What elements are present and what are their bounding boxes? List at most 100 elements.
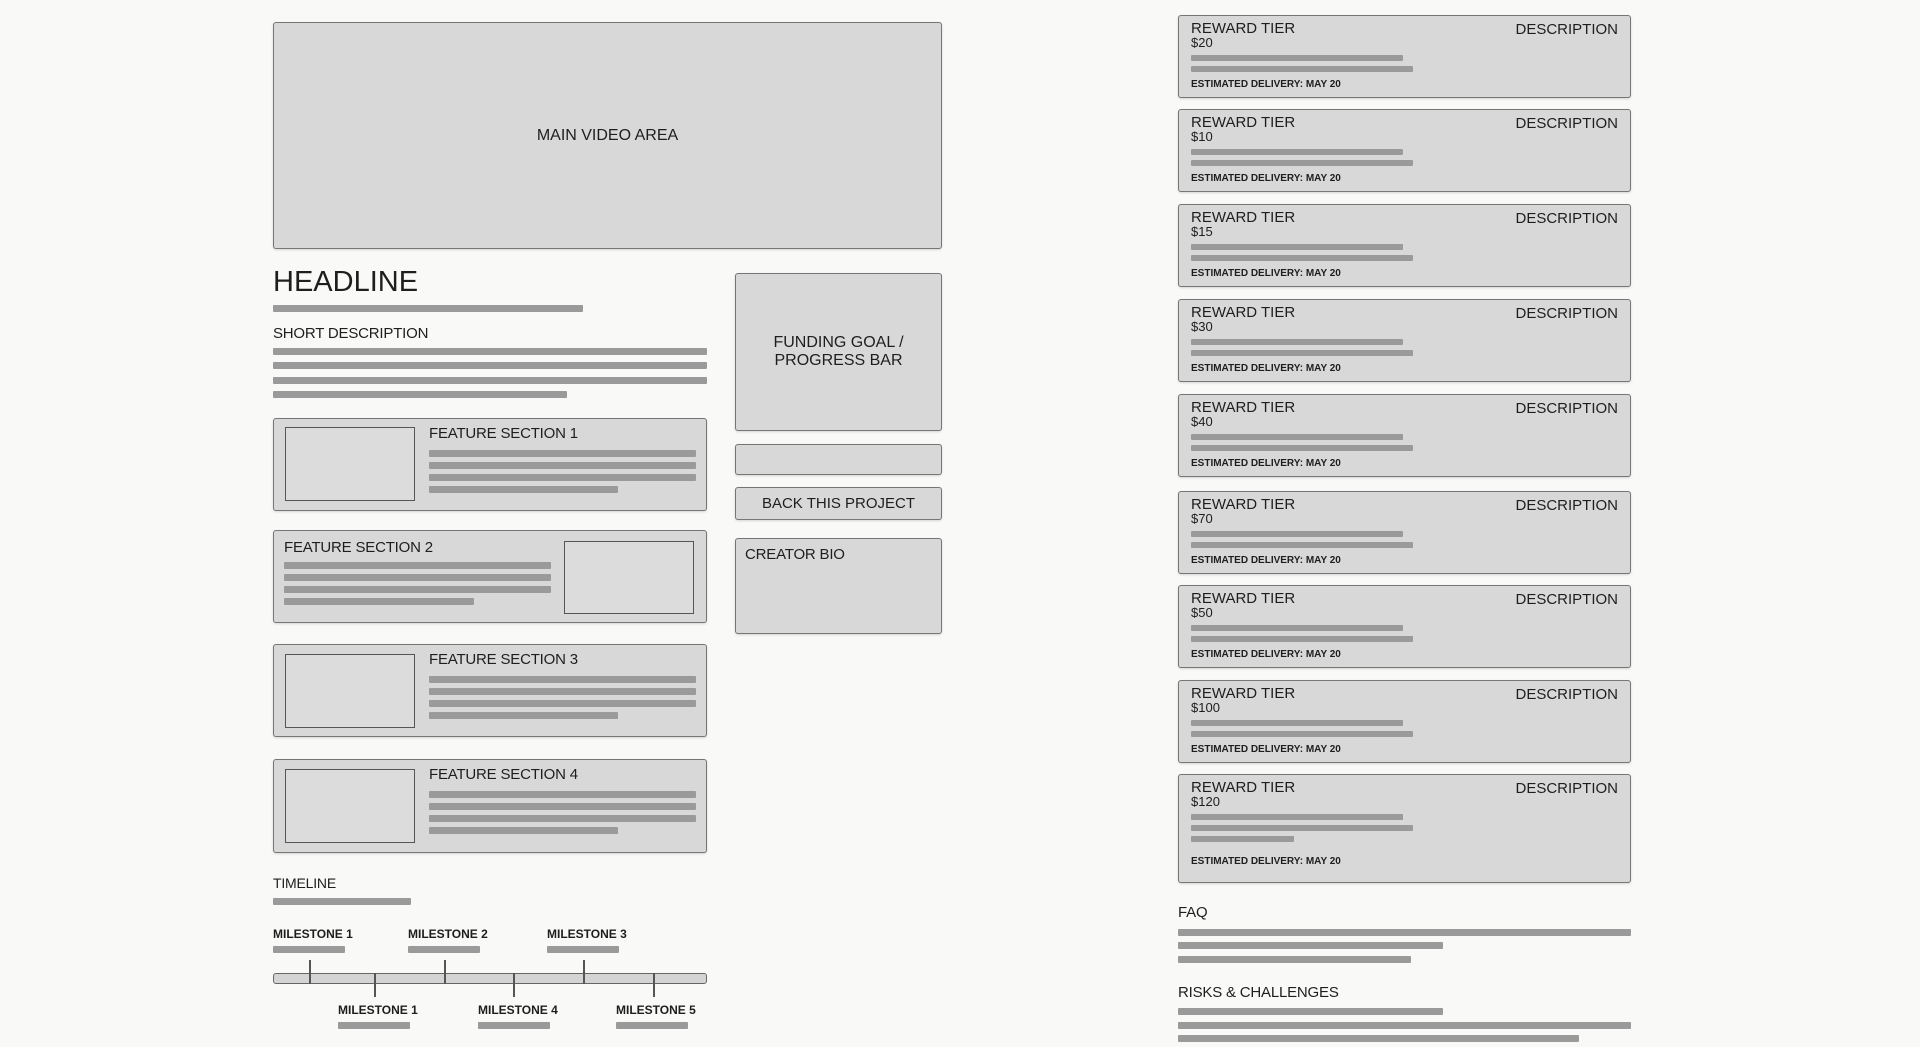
milestone-bar [616, 1022, 688, 1029]
creator-bio-label: CREATOR BIO [745, 546, 845, 563]
page-title: HEADLINE [273, 266, 419, 298]
text-line [429, 791, 696, 798]
faq-title: FAQ [1178, 904, 1208, 921]
reward-tier-card[interactable]: REWARD TIER $40 DESCRIPTION ESTIMATED DELIV… [1178, 394, 1631, 477]
milestone-label: MILESTONE 1 [273, 927, 353, 941]
text-line [1191, 434, 1403, 440]
main-video-area[interactable]: MAIN VIDEO AREA [273, 22, 942, 249]
text-line [273, 348, 707, 355]
milestone-tick [583, 960, 585, 984]
text-line [429, 712, 618, 719]
text-line [1191, 339, 1403, 345]
creator-bio: CREATOR BIO [735, 538, 942, 634]
timeline-title: TIMELINE [273, 875, 336, 891]
text-line [1178, 942, 1443, 949]
feature-image-placeholder [285, 654, 415, 728]
headline-bar [273, 305, 583, 312]
reward-tier-delivery: ESTIMATED DELIVERY: MAY 20 [1191, 458, 1341, 469]
milestone-tick [374, 973, 376, 997]
feature-title: FEATURE SECTION 3 [429, 651, 578, 668]
text-line [1191, 531, 1403, 537]
text-line [1178, 1022, 1631, 1029]
feature-section-4: FEATURE SECTION 4 [273, 759, 707, 853]
reward-tier-card[interactable]: REWARD TIER $20 DESCRIPTION ESTIMATED DELIV… [1178, 15, 1631, 98]
reward-tier-card[interactable]: REWARD TIER $50 DESCRIPTION ESTIMATED DELIV… [1178, 585, 1631, 668]
text-line [1191, 244, 1403, 250]
reward-tier-title: REWARD TIER [1191, 590, 1296, 607]
reward-tier-card[interactable]: REWARD TIER $100 DESCRIPTION ESTIMATED DELI… [1178, 680, 1631, 763]
milestone-tick [653, 973, 655, 997]
reward-tier-card[interactable]: REWARD TIER $30 DESCRIPTION ESTIMATED DELIV… [1178, 299, 1631, 382]
text-line [1191, 825, 1413, 831]
text-line [284, 562, 551, 569]
text-line [429, 688, 696, 695]
text-line [429, 700, 696, 707]
text-line [1191, 731, 1413, 737]
reward-tier-amount: $30 [1191, 319, 1213, 334]
feature-image-placeholder [285, 769, 415, 843]
milestone-bar [547, 946, 619, 953]
short-description-label: SHORT DESCRIPTION [273, 325, 429, 342]
milestone-tick [309, 960, 311, 984]
text-line [429, 676, 696, 683]
main-video-label: MAIN VIDEO AREA [536, 126, 679, 144]
text-line [429, 474, 696, 481]
reward-tier-amount: $70 [1191, 511, 1213, 526]
milestone-bar [408, 946, 480, 953]
text-line [1191, 836, 1294, 842]
feature-image-placeholder [564, 541, 694, 614]
reward-tier-description: DESCRIPTION [1515, 400, 1618, 417]
reward-tier-description: DESCRIPTION [1515, 210, 1618, 227]
milestone-label: MILESTONE 5 [616, 1003, 696, 1017]
text-line [1191, 350, 1413, 356]
reward-tier-description: DESCRIPTION [1515, 21, 1618, 38]
feature-section-3: FEATURE SECTION 3 [273, 644, 707, 737]
reward-tier-amount: $10 [1191, 129, 1213, 144]
text-line [1191, 814, 1403, 820]
reward-tier-amount: $100 [1191, 700, 1220, 715]
text-line [1178, 956, 1411, 963]
reward-tier-description: DESCRIPTION [1515, 780, 1618, 797]
reward-tier-card[interactable]: REWARD TIER $120 DESCRIPTION ESTIMATED DELI… [1178, 774, 1631, 883]
reward-tier-delivery: ESTIMATED DELIVERY: MAY 20 [1191, 173, 1341, 184]
text-line [429, 486, 618, 493]
reward-tier-title: REWARD TIER [1191, 114, 1296, 131]
milestone-label: MILESTONE 4 [478, 1003, 558, 1017]
reward-tier-title: REWARD TIER [1191, 399, 1296, 416]
text-line [1191, 636, 1413, 642]
text-line [1178, 1008, 1443, 1015]
back-button-label: BACK THIS PROJECT [761, 495, 916, 512]
reward-tier-card[interactable]: REWARD TIER $70 DESCRIPTION ESTIMATED DELIV… [1178, 491, 1631, 574]
feature-title: FEATURE SECTION 1 [429, 425, 578, 442]
back-this-project-button[interactable]: BACK THIS PROJECT [735, 487, 942, 520]
text-line [284, 586, 551, 593]
text-line [1191, 542, 1413, 548]
reward-tier-amount: $120 [1191, 794, 1220, 809]
text-line [429, 815, 696, 822]
text-line [1191, 149, 1403, 155]
reward-tier-delivery: ESTIMATED DELIVERY: MAY 20 [1191, 79, 1341, 90]
feature-section-1: FEATURE SECTION 1 [273, 418, 707, 511]
reward-tier-title: REWARD TIER [1191, 496, 1296, 513]
feature-title: FEATURE SECTION 2 [284, 539, 433, 556]
reward-tier-description: DESCRIPTION [1515, 497, 1618, 514]
reward-tier-description: DESCRIPTION [1515, 686, 1618, 703]
text-line [1191, 445, 1413, 451]
reward-tier-amount: $20 [1191, 35, 1213, 50]
reward-tier-delivery: ESTIMATED DELIVERY: MAY 20 [1191, 856, 1341, 867]
text-line [1191, 720, 1403, 726]
reward-tier-title: REWARD TIER [1191, 209, 1296, 226]
reward-tier-card[interactable]: REWARD TIER $10 DESCRIPTION ESTIMATED DELIV… [1178, 109, 1631, 192]
reward-tier-delivery: ESTIMATED DELIVERY: MAY 20 [1191, 555, 1341, 566]
reward-tier-delivery: ESTIMATED DELIVERY: MAY 20 [1191, 744, 1341, 755]
reward-tier-card[interactable]: REWARD TIER $15 DESCRIPTION ESTIMATED DELIV… [1178, 204, 1631, 287]
reward-tier-title: REWARD TIER [1191, 20, 1296, 37]
milestone-bar [273, 946, 345, 953]
pledge-amount-input[interactable] [735, 444, 942, 475]
text-line [429, 827, 618, 834]
milestone-label: MILESTONE 3 [547, 927, 627, 941]
text-line [1191, 55, 1403, 61]
text-line [429, 462, 696, 469]
text-line [1178, 929, 1631, 936]
milestone-label: MILESTONE 1 [338, 1003, 418, 1017]
